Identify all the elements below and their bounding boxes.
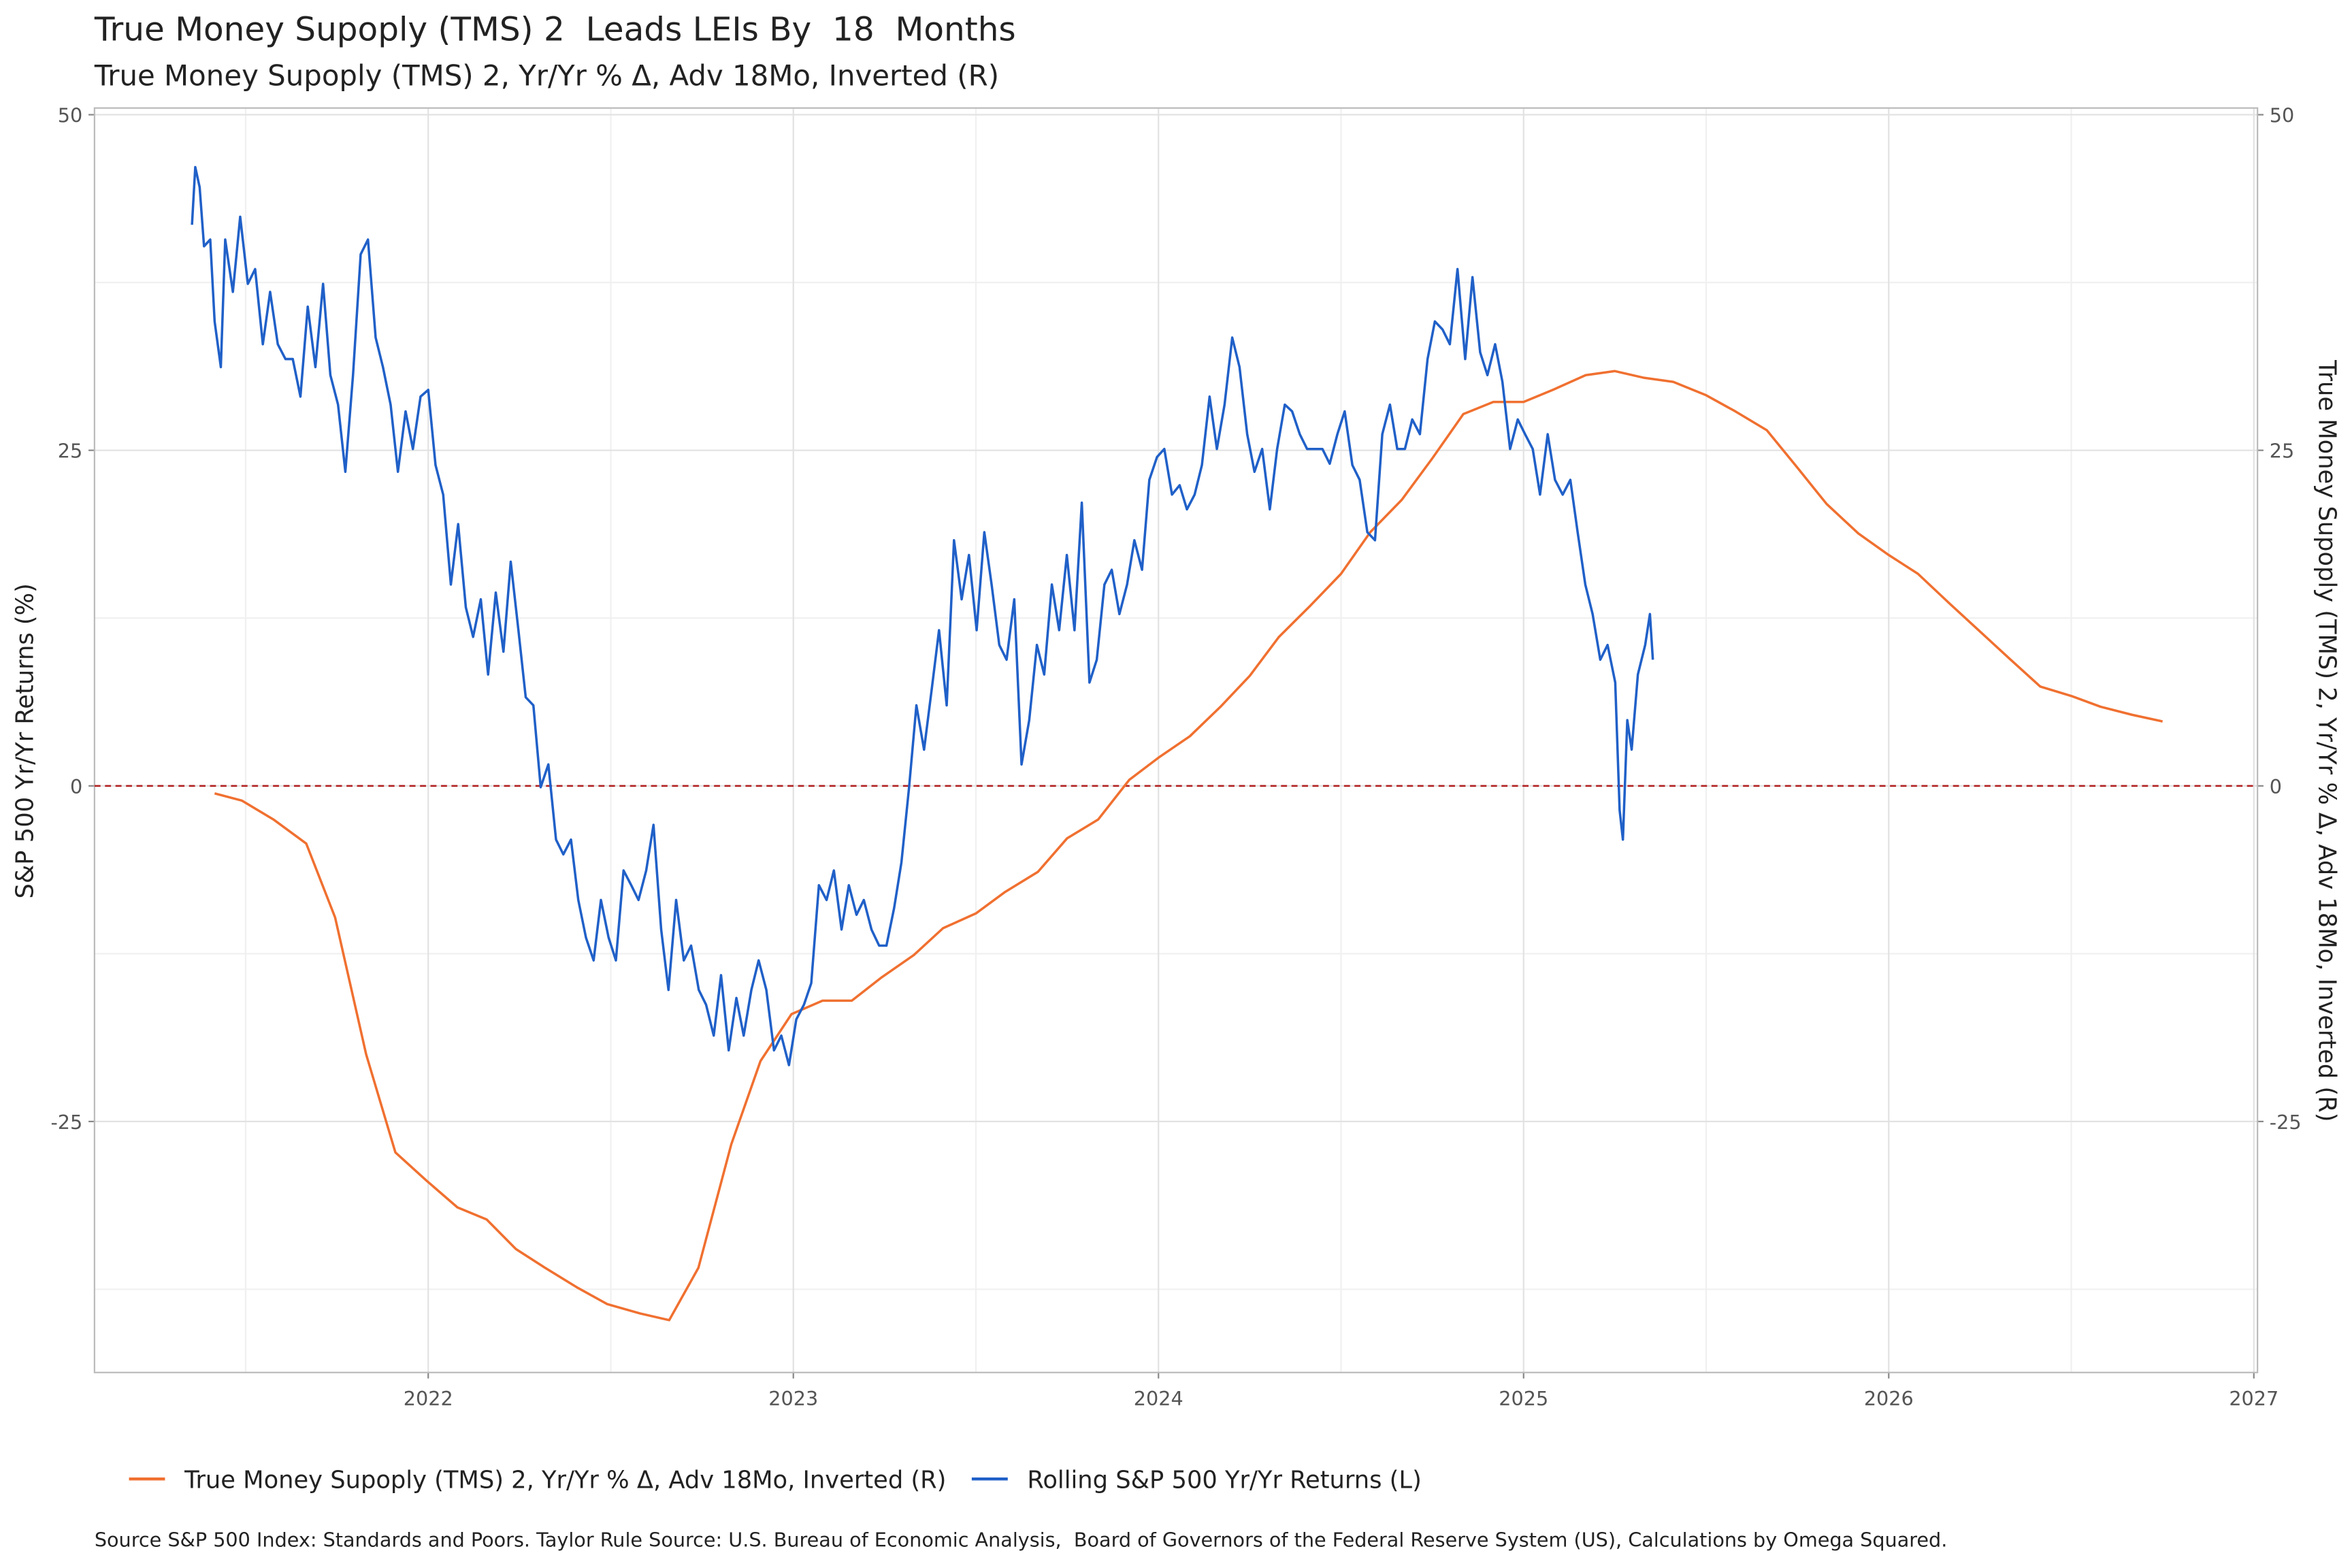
x-tick-label: 2026 <box>1864 1387 1914 1410</box>
x-tick-label: 2024 <box>1134 1387 1183 1410</box>
chart-title: True Money Supoply (TMS) 2 Leads LEIs By… <box>94 11 1016 49</box>
legend-label: Rolling S&P 500 Yr/Yr Returns (L) <box>1027 1466 1421 1494</box>
y-tick-label: 25 <box>58 440 82 463</box>
legend-label: True Money Supoply (TMS) 2, Yr/Yr % Δ, A… <box>184 1466 946 1494</box>
series-line <box>191 165 1654 1066</box>
x-tick-label: 2025 <box>1499 1387 1548 1410</box>
source-note: Source S&P 500 Index: Standards and Poor… <box>95 1528 1947 1551</box>
x-tick-label: 2023 <box>768 1387 818 1410</box>
chart-subtitle: True Money Supoply (TMS) 2, Yr/Yr % Δ, A… <box>94 59 999 93</box>
y2-tick-label: 50 <box>2270 104 2294 127</box>
series-line <box>214 370 2163 1322</box>
y-tick-label: -25 <box>50 1111 82 1134</box>
y2-tick-label: 25 <box>2270 440 2294 463</box>
y-axis-label: S&P 500 Yr/Yr Returns (%) <box>11 583 39 898</box>
x-tick-label: 2027 <box>2229 1387 2278 1410</box>
plot-border <box>93 107 2259 1373</box>
y-tick-label: 0 <box>70 775 82 798</box>
y2-tick-label: -25 <box>2270 1111 2302 1134</box>
y2-tick-label: 0 <box>2270 775 2282 798</box>
x-tick-label: 2022 <box>404 1387 453 1410</box>
y-tick-label: 50 <box>58 104 82 127</box>
y2-axis-label: True Money Supoply (TMS) 2, Yr/Yr % Δ, A… <box>2313 359 2341 1122</box>
